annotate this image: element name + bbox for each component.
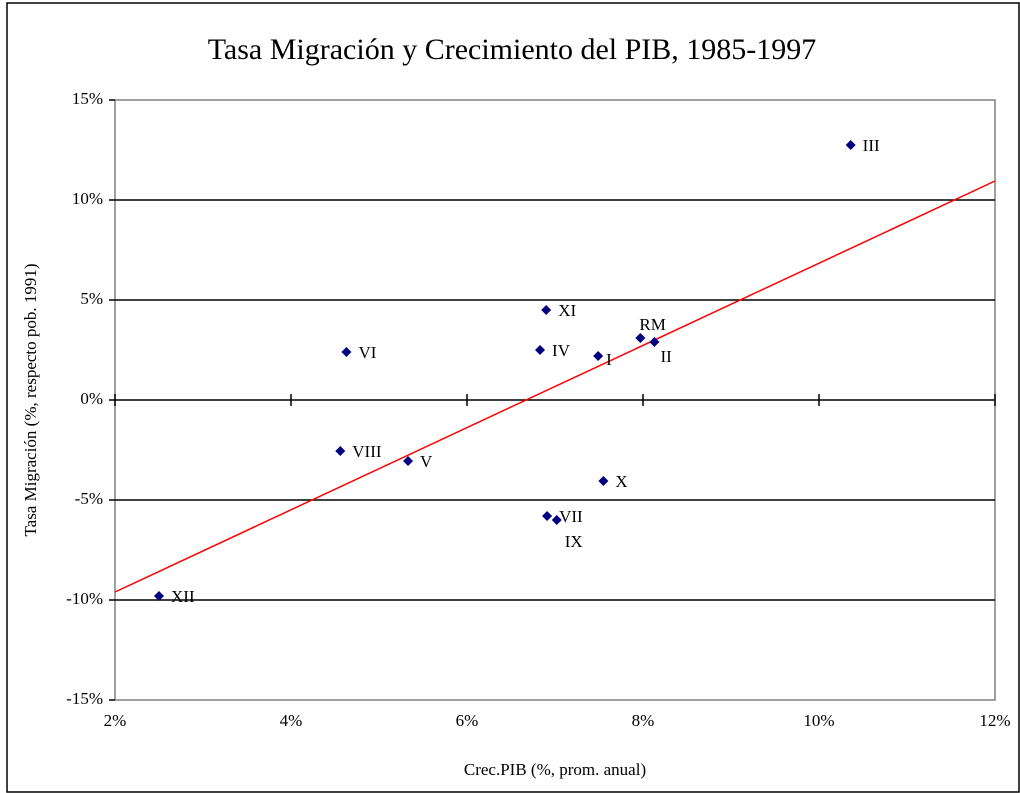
point-label: VII: [559, 507, 583, 526]
data-point: [593, 351, 604, 361]
chart-title: Tasa Migración y Crecimiento del PIB, 19…: [208, 33, 817, 66]
data-point: [541, 305, 552, 315]
x-tick-label: 6%: [456, 711, 479, 730]
point-label: II: [660, 347, 672, 366]
data-point: [403, 456, 414, 466]
x-tick-label: 2%: [104, 711, 127, 730]
y-tick-label: -10%: [66, 589, 103, 608]
point-label: RM: [639, 315, 665, 334]
data-point: [598, 476, 609, 486]
point-label: IV: [552, 341, 571, 360]
point-label: X: [615, 472, 627, 491]
point-label: I: [606, 350, 612, 369]
data-point: [551, 515, 562, 525]
point-label: VI: [358, 343, 376, 362]
x-tick-label: 4%: [280, 711, 303, 730]
point-label: XII: [171, 587, 195, 606]
data-point: [649, 337, 660, 347]
x-tick-label: 10%: [803, 711, 834, 730]
data-point: [542, 511, 553, 521]
point-label: VIII: [352, 442, 382, 461]
chart-frame: [6, 2, 1020, 793]
y-tick-label: 5%: [80, 289, 103, 308]
data-point: [341, 347, 352, 357]
y-tick-label: -5%: [75, 489, 103, 508]
trend-line: [114, 180, 996, 593]
y-tick-label: 0%: [80, 389, 103, 408]
x-tick-label: 12%: [979, 711, 1010, 730]
x-axis-title: Crec.PIB (%, prom. anual): [464, 760, 646, 779]
point-label: XI: [558, 301, 576, 320]
data-point: [845, 140, 856, 150]
x-tick-label: 8%: [632, 711, 655, 730]
y-tick-label: 10%: [72, 189, 103, 208]
point-label: IX: [565, 532, 583, 551]
y-tick-label: 15%: [72, 89, 103, 108]
data-point: [335, 446, 346, 456]
y-tick-label: -15%: [66, 689, 103, 708]
y-axis-title: Tasa Migración (%, respecto pob. 1991): [21, 263, 40, 536]
point-label: V: [420, 452, 433, 471]
data-point: [154, 591, 164, 601]
data-point: [635, 333, 646, 343]
data-point: [535, 345, 546, 355]
point-label: III: [863, 136, 880, 155]
